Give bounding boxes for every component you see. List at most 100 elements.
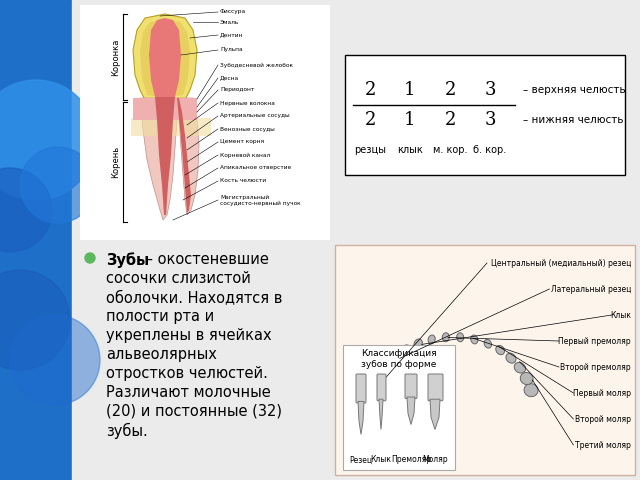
- FancyBboxPatch shape: [377, 374, 386, 401]
- Ellipse shape: [368, 384, 382, 396]
- Text: Цемент корня: Цемент корня: [220, 140, 264, 144]
- Text: альвеолярных: альвеолярных: [106, 347, 217, 362]
- Text: Второй моляр: Второй моляр: [575, 415, 631, 423]
- Text: Нервные волокна: Нервные волокна: [220, 100, 275, 106]
- Text: 2: 2: [444, 111, 456, 129]
- Text: (20) и постоянные (32): (20) и постоянные (32): [106, 404, 282, 419]
- Text: – нижняя челюсть: – нижняя челюсть: [523, 115, 623, 125]
- Text: Резец: Резец: [349, 456, 372, 465]
- Text: Моляр: Моляр: [422, 456, 448, 465]
- Text: 3: 3: [484, 111, 496, 129]
- Ellipse shape: [414, 339, 422, 348]
- Ellipse shape: [390, 353, 401, 364]
- Bar: [335, 245, 635, 475]
- Circle shape: [0, 168, 52, 252]
- Bar: [343, 345, 455, 470]
- Text: Клык: Клык: [610, 311, 631, 320]
- Text: Дентин: Дентин: [220, 33, 243, 37]
- Text: 3: 3: [484, 81, 496, 99]
- Text: Клык: Клык: [371, 456, 392, 465]
- Text: зубы.: зубы.: [106, 423, 148, 439]
- Ellipse shape: [496, 346, 504, 355]
- Text: Зубы: Зубы: [106, 252, 149, 268]
- Ellipse shape: [442, 333, 449, 342]
- Circle shape: [20, 147, 96, 223]
- Text: оболочки. Находятся в: оболочки. Находятся в: [106, 290, 282, 305]
- Bar: [72, 0, 640, 480]
- Text: полости рта и: полости рта и: [106, 309, 214, 324]
- Ellipse shape: [520, 372, 533, 384]
- Text: м. кор.: м. кор.: [433, 145, 467, 155]
- Text: Коронка: Коронка: [111, 38, 120, 76]
- FancyBboxPatch shape: [356, 374, 366, 403]
- Text: Третий моляр: Третий моляр: [575, 441, 631, 449]
- Text: 2: 2: [364, 81, 376, 99]
- Polygon shape: [177, 98, 191, 213]
- Text: б. кор.: б. кор.: [474, 145, 507, 155]
- Text: отростков челюстей.: отростков челюстей.: [106, 366, 268, 381]
- Text: Латеральный резец: Латеральный резец: [550, 285, 631, 293]
- Text: Первый моляр: Первый моляр: [573, 388, 631, 397]
- Bar: [131, 118, 211, 136]
- Text: 1: 1: [404, 81, 416, 99]
- Text: укреплены в ячейках: укреплены в ячейках: [106, 328, 271, 343]
- Polygon shape: [140, 98, 177, 220]
- Text: сосочки слизистой: сосочки слизистой: [106, 271, 251, 286]
- Ellipse shape: [401, 345, 411, 355]
- Text: клык: клык: [397, 145, 423, 155]
- Text: – верхняя челюсть: – верхняя челюсть: [523, 85, 626, 95]
- Text: Артериальные сосуды: Артериальные сосуды: [220, 113, 290, 119]
- Polygon shape: [430, 399, 440, 430]
- Text: Зубодесневой желобок: Зубодесневой желобок: [220, 62, 293, 68]
- Text: Кость челюсти: Кость челюсти: [220, 179, 266, 183]
- Polygon shape: [407, 397, 415, 424]
- Bar: [133, 98, 197, 120]
- Bar: [80, 5, 330, 240]
- Text: 2: 2: [444, 81, 456, 99]
- Text: 1: 1: [404, 111, 416, 129]
- Bar: [345, 55, 625, 175]
- Polygon shape: [379, 399, 383, 430]
- Text: – окостеневшие: – окостеневшие: [141, 252, 269, 267]
- Bar: [0, 0, 72, 480]
- Ellipse shape: [471, 335, 478, 344]
- Text: Второй премоляр: Второй премоляр: [561, 362, 631, 372]
- Text: Эмаль: Эмаль: [220, 20, 239, 24]
- Text: Венозные сосуды: Венозные сосуды: [220, 127, 275, 132]
- Circle shape: [85, 253, 95, 263]
- Ellipse shape: [514, 362, 525, 373]
- Text: Классификация
зубов по форме: Классификация зубов по форме: [361, 349, 437, 369]
- Text: Магистральный
сосудисто-нервный пучок: Магистральный сосудисто-нервный пучок: [220, 194, 301, 205]
- Text: Различают молочные: Различают молочные: [106, 385, 271, 400]
- Circle shape: [0, 270, 70, 370]
- Polygon shape: [177, 98, 199, 215]
- Polygon shape: [149, 18, 181, 100]
- Polygon shape: [155, 97, 175, 215]
- Ellipse shape: [457, 333, 464, 342]
- Text: Корень: Корень: [111, 146, 120, 178]
- Circle shape: [10, 315, 100, 405]
- Ellipse shape: [484, 339, 492, 348]
- Polygon shape: [133, 14, 197, 103]
- Circle shape: [0, 80, 96, 200]
- Text: Пульпа: Пульпа: [220, 48, 243, 52]
- Text: Центральный (медиальный) резец: Центральный (медиальный) резец: [491, 259, 631, 267]
- Ellipse shape: [506, 353, 516, 363]
- Text: Десна: Десна: [220, 75, 239, 81]
- Text: Фиссура: Фиссура: [220, 10, 246, 14]
- Ellipse shape: [524, 384, 538, 396]
- Text: Премоляр: Премоляр: [391, 456, 431, 465]
- FancyBboxPatch shape: [428, 374, 443, 401]
- Polygon shape: [358, 401, 364, 434]
- Text: Корневой канал: Корневой канал: [220, 153, 270, 157]
- Text: Периодонт: Периодонт: [220, 87, 254, 93]
- Text: Первый премоляр: Первый премоляр: [558, 336, 631, 346]
- Text: резцы: резцы: [354, 145, 386, 155]
- Ellipse shape: [372, 372, 387, 385]
- Text: Апикальное отверстие: Апикальное отверстие: [220, 166, 291, 170]
- Text: 2: 2: [364, 111, 376, 129]
- Ellipse shape: [428, 335, 435, 344]
- FancyBboxPatch shape: [405, 374, 417, 398]
- Ellipse shape: [380, 361, 392, 374]
- Polygon shape: [140, 19, 190, 98]
